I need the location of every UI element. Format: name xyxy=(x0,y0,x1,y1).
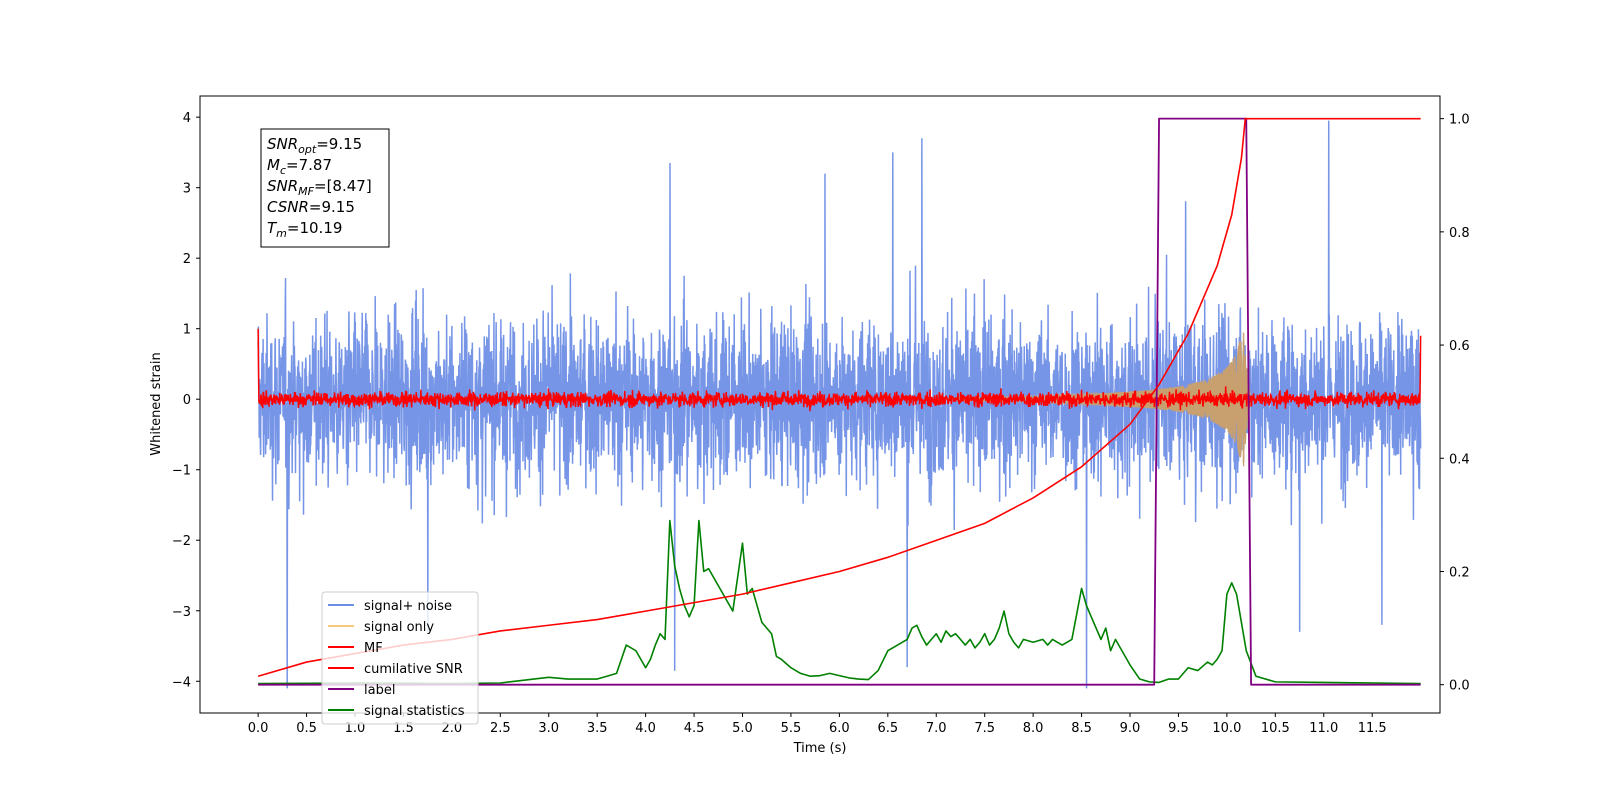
y-tick-label: 4 xyxy=(183,111,191,126)
y2-tick-label: 0.4 xyxy=(1449,452,1470,467)
x-tick-label: 7.5 xyxy=(974,721,995,736)
legend-label: MF xyxy=(364,641,383,656)
info-box-frame xyxy=(260,128,390,248)
info-line: Tm=10.19 xyxy=(267,219,342,240)
x-tick-label: 2.0 xyxy=(442,721,463,736)
info-line: SNRMF=[8.47] xyxy=(267,177,372,198)
y-tick-label: −3 xyxy=(172,605,191,620)
plot-area-frame xyxy=(199,95,1441,714)
y2-tick-label: 0.2 xyxy=(1449,565,1470,580)
x-tick-label: 5.0 xyxy=(732,721,753,736)
x-tick-label: 11.0 xyxy=(1309,721,1338,736)
series-label xyxy=(258,117,1421,686)
x-tick-label: 6.5 xyxy=(877,721,898,736)
legend-frame xyxy=(321,591,479,725)
y-tick-label: 0 xyxy=(183,393,191,408)
series-layer xyxy=(257,117,1422,689)
legend: signal+ noise signal only MF cumilative SNR… xyxy=(321,591,479,725)
x-tick-label: 5.5 xyxy=(781,721,802,736)
y-axis-label: Whitened strain xyxy=(149,352,164,455)
x-tick-label: 10.5 xyxy=(1261,721,1290,736)
x-tick-label: 8.0 xyxy=(1023,721,1044,736)
legend-label: signal only xyxy=(364,620,434,635)
x-tick-label: 3.0 xyxy=(538,721,559,736)
info-line: CSNR=9.15 xyxy=(267,198,355,216)
y-tick-label: −4 xyxy=(172,675,191,690)
x-tick-label: 11.5 xyxy=(1358,721,1387,736)
legend-label: label xyxy=(364,683,395,698)
x-tick-label: 6.0 xyxy=(829,721,850,736)
y2-tick-label: 0.8 xyxy=(1449,226,1470,241)
x-tick-label: 0.0 xyxy=(248,721,269,736)
x-tick-label: 0.5 xyxy=(296,721,317,736)
x-tick-label: 9.5 xyxy=(1168,721,1189,736)
ticks-layer: 0.0 0.5 1.0 1.5 2.0 2.5 3.0 3.5 4.0 4.5 5.0 5.5 6.0 6… xyxy=(172,111,1470,736)
x-tick-label: 4.5 xyxy=(684,721,705,736)
x-tick-label: 1.0 xyxy=(345,721,366,736)
info-line: SNRopt=9.15 xyxy=(267,135,362,156)
x-tick-label: 10.0 xyxy=(1212,721,1241,736)
x-tick-label: 2.5 xyxy=(490,721,511,736)
x-tick-label: 1.5 xyxy=(393,721,414,736)
y-tick-label: 3 xyxy=(183,182,191,197)
x-tick-label: 7.0 xyxy=(926,721,947,736)
y-tick-label: −2 xyxy=(172,534,191,549)
x-tick-label: 3.5 xyxy=(587,721,608,736)
y-tick-label: 1 xyxy=(183,323,191,338)
legend-label: signal statistics xyxy=(364,704,465,719)
legend-label: cumilative SNR xyxy=(364,662,463,677)
series-mf xyxy=(257,328,1422,412)
x-tick-label: 9.0 xyxy=(1120,721,1141,736)
y-tick-label: −1 xyxy=(172,464,191,479)
legend-label: signal+ noise xyxy=(364,599,452,614)
info-line: Mc=7.87 xyxy=(267,156,332,177)
y2-tick-label: 0.6 xyxy=(1449,339,1470,354)
y2-tick-label: 1.0 xyxy=(1449,113,1470,128)
y-tick-label: 2 xyxy=(183,252,191,267)
x-tick-label: 8.5 xyxy=(1071,721,1092,736)
y2-tick-label: 0.0 xyxy=(1449,679,1470,694)
series-signal-statistics xyxy=(258,519,1421,685)
x-tick-label: 4.0 xyxy=(635,721,656,736)
x-axis-label: Time (s) xyxy=(793,741,847,756)
